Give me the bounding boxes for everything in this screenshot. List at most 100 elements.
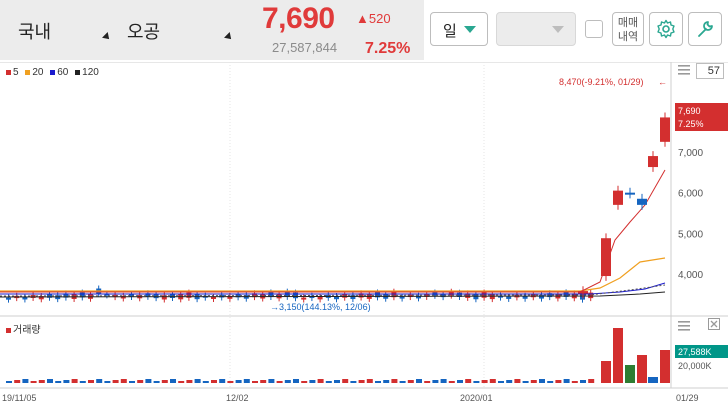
volume-bar (555, 380, 562, 383)
date-axis-tick: 01/29 (676, 393, 699, 403)
volume-bar (170, 379, 176, 383)
settings-button[interactable] (649, 12, 683, 46)
zoom-input[interactable]: 57 (696, 63, 724, 79)
price-tag-value: 7,690 (678, 106, 701, 116)
stock-dropdown-icon (224, 32, 234, 42)
volume-bar (547, 381, 554, 383)
volume-bar (243, 379, 250, 383)
candle (334, 295, 339, 300)
indicator-dropdown[interactable] (496, 12, 576, 46)
legend-ma5: 5 (6, 67, 19, 78)
trade-history-button[interactable]: 매매 내역 (612, 12, 644, 46)
volume-bar (55, 381, 62, 383)
volume-bar (153, 381, 160, 383)
price-change: ▲520 (356, 11, 391, 26)
candle (145, 293, 151, 297)
period-label: 일 (443, 22, 457, 40)
volume-bar (522, 381, 529, 383)
volume-bar (539, 379, 545, 383)
candle (637, 198, 647, 205)
candle (317, 296, 323, 300)
volume-bar (358, 380, 365, 383)
volume-bar (399, 381, 406, 383)
volume-bar (276, 381, 283, 383)
volume-bar (506, 380, 513, 383)
candle (506, 296, 512, 299)
volume-bar (30, 381, 37, 383)
volume-bar (22, 379, 29, 383)
volume-bar (660, 350, 670, 383)
volume-tag (675, 345, 728, 358)
tools-button[interactable] (688, 12, 722, 46)
period-dropdown[interactable]: 일 (430, 12, 488, 46)
volume-bar (211, 380, 217, 383)
candle (578, 291, 588, 294)
trade-history-checkbox[interactable] (585, 20, 603, 38)
volume-bar (219, 379, 226, 383)
stock-summary-panel: 국내 오공 7,690 ▲520 27,587,844 7.25% (0, 0, 424, 60)
volume-bar (342, 379, 349, 383)
volume-bar (202, 381, 209, 383)
volume-bar (424, 381, 431, 383)
price-panel-menu-icon[interactable] (678, 64, 690, 79)
volume-bar (186, 380, 193, 383)
candle (227, 295, 233, 299)
candle (268, 292, 274, 298)
volume-bar (588, 379, 595, 383)
volume-bar (375, 381, 381, 383)
candle (648, 156, 658, 168)
ma-legend: 5 20 60 120 (6, 67, 103, 78)
market-selector[interactable]: 국내 (0, 0, 120, 60)
candle (457, 292, 462, 297)
volume-bar (416, 379, 422, 383)
header-bar: 국내 오공 7,690 ▲520 27,587,844 7.25% 일 매매 내… (0, 0, 728, 60)
volume-bar (350, 381, 357, 383)
candle (211, 296, 216, 300)
volume-bar (625, 365, 635, 383)
volume-bar (301, 381, 308, 383)
candle (6, 297, 11, 300)
volume-bar (268, 379, 275, 383)
close-volume-icon[interactable] (708, 318, 720, 333)
legend-ma120: 120 (75, 67, 99, 78)
volume-bar (407, 380, 414, 383)
indicator-dropdown-icon (552, 26, 564, 33)
candle (38, 296, 44, 300)
candle (522, 295, 528, 299)
volume-bar (14, 380, 21, 383)
stock-selector[interactable]: 오공 (120, 0, 240, 60)
price-axis-tick: 5,000 (678, 229, 703, 240)
volume-legend: 거래량 (6, 321, 41, 336)
trade-history-label-1: 매매 (617, 16, 639, 29)
volume-bar (38, 380, 45, 383)
volume-bar (161, 380, 168, 383)
legend-ma20: 20 (25, 67, 43, 78)
candle (399, 296, 405, 299)
candle (22, 296, 28, 300)
candle (601, 238, 611, 277)
gear-icon (657, 19, 675, 39)
volume-bar (448, 381, 455, 383)
volume-bar (71, 379, 78, 383)
volume-bar (178, 381, 185, 383)
price-tag-rate: 7.25% (678, 119, 704, 129)
volume-bar (383, 380, 390, 383)
volume-bar (514, 379, 521, 383)
current-price-tag (675, 103, 728, 131)
volume-bar (112, 380, 119, 383)
volume-bar (637, 355, 647, 383)
volume-axis-tick: 20,000K (678, 361, 712, 371)
volume-bar (481, 380, 488, 383)
volume-bar (235, 380, 242, 383)
stock-name: 오공 (127, 22, 161, 43)
candle (79, 292, 85, 298)
low-price-annotation: →3,150(144.13%, 12/06) (270, 302, 371, 312)
volume-bar (129, 381, 135, 383)
price-chart[interactable]: 7,000 6,000 5,000 4,000 8,470(-9.21%, 01/29)… (0, 62, 728, 409)
volume-bar (334, 380, 340, 383)
candle (613, 190, 623, 205)
date-axis-tick: 12/02 (226, 393, 249, 403)
candle (416, 295, 421, 299)
volume-panel-menu-icon[interactable] (678, 320, 690, 335)
current-price: 7,690 (262, 2, 335, 35)
